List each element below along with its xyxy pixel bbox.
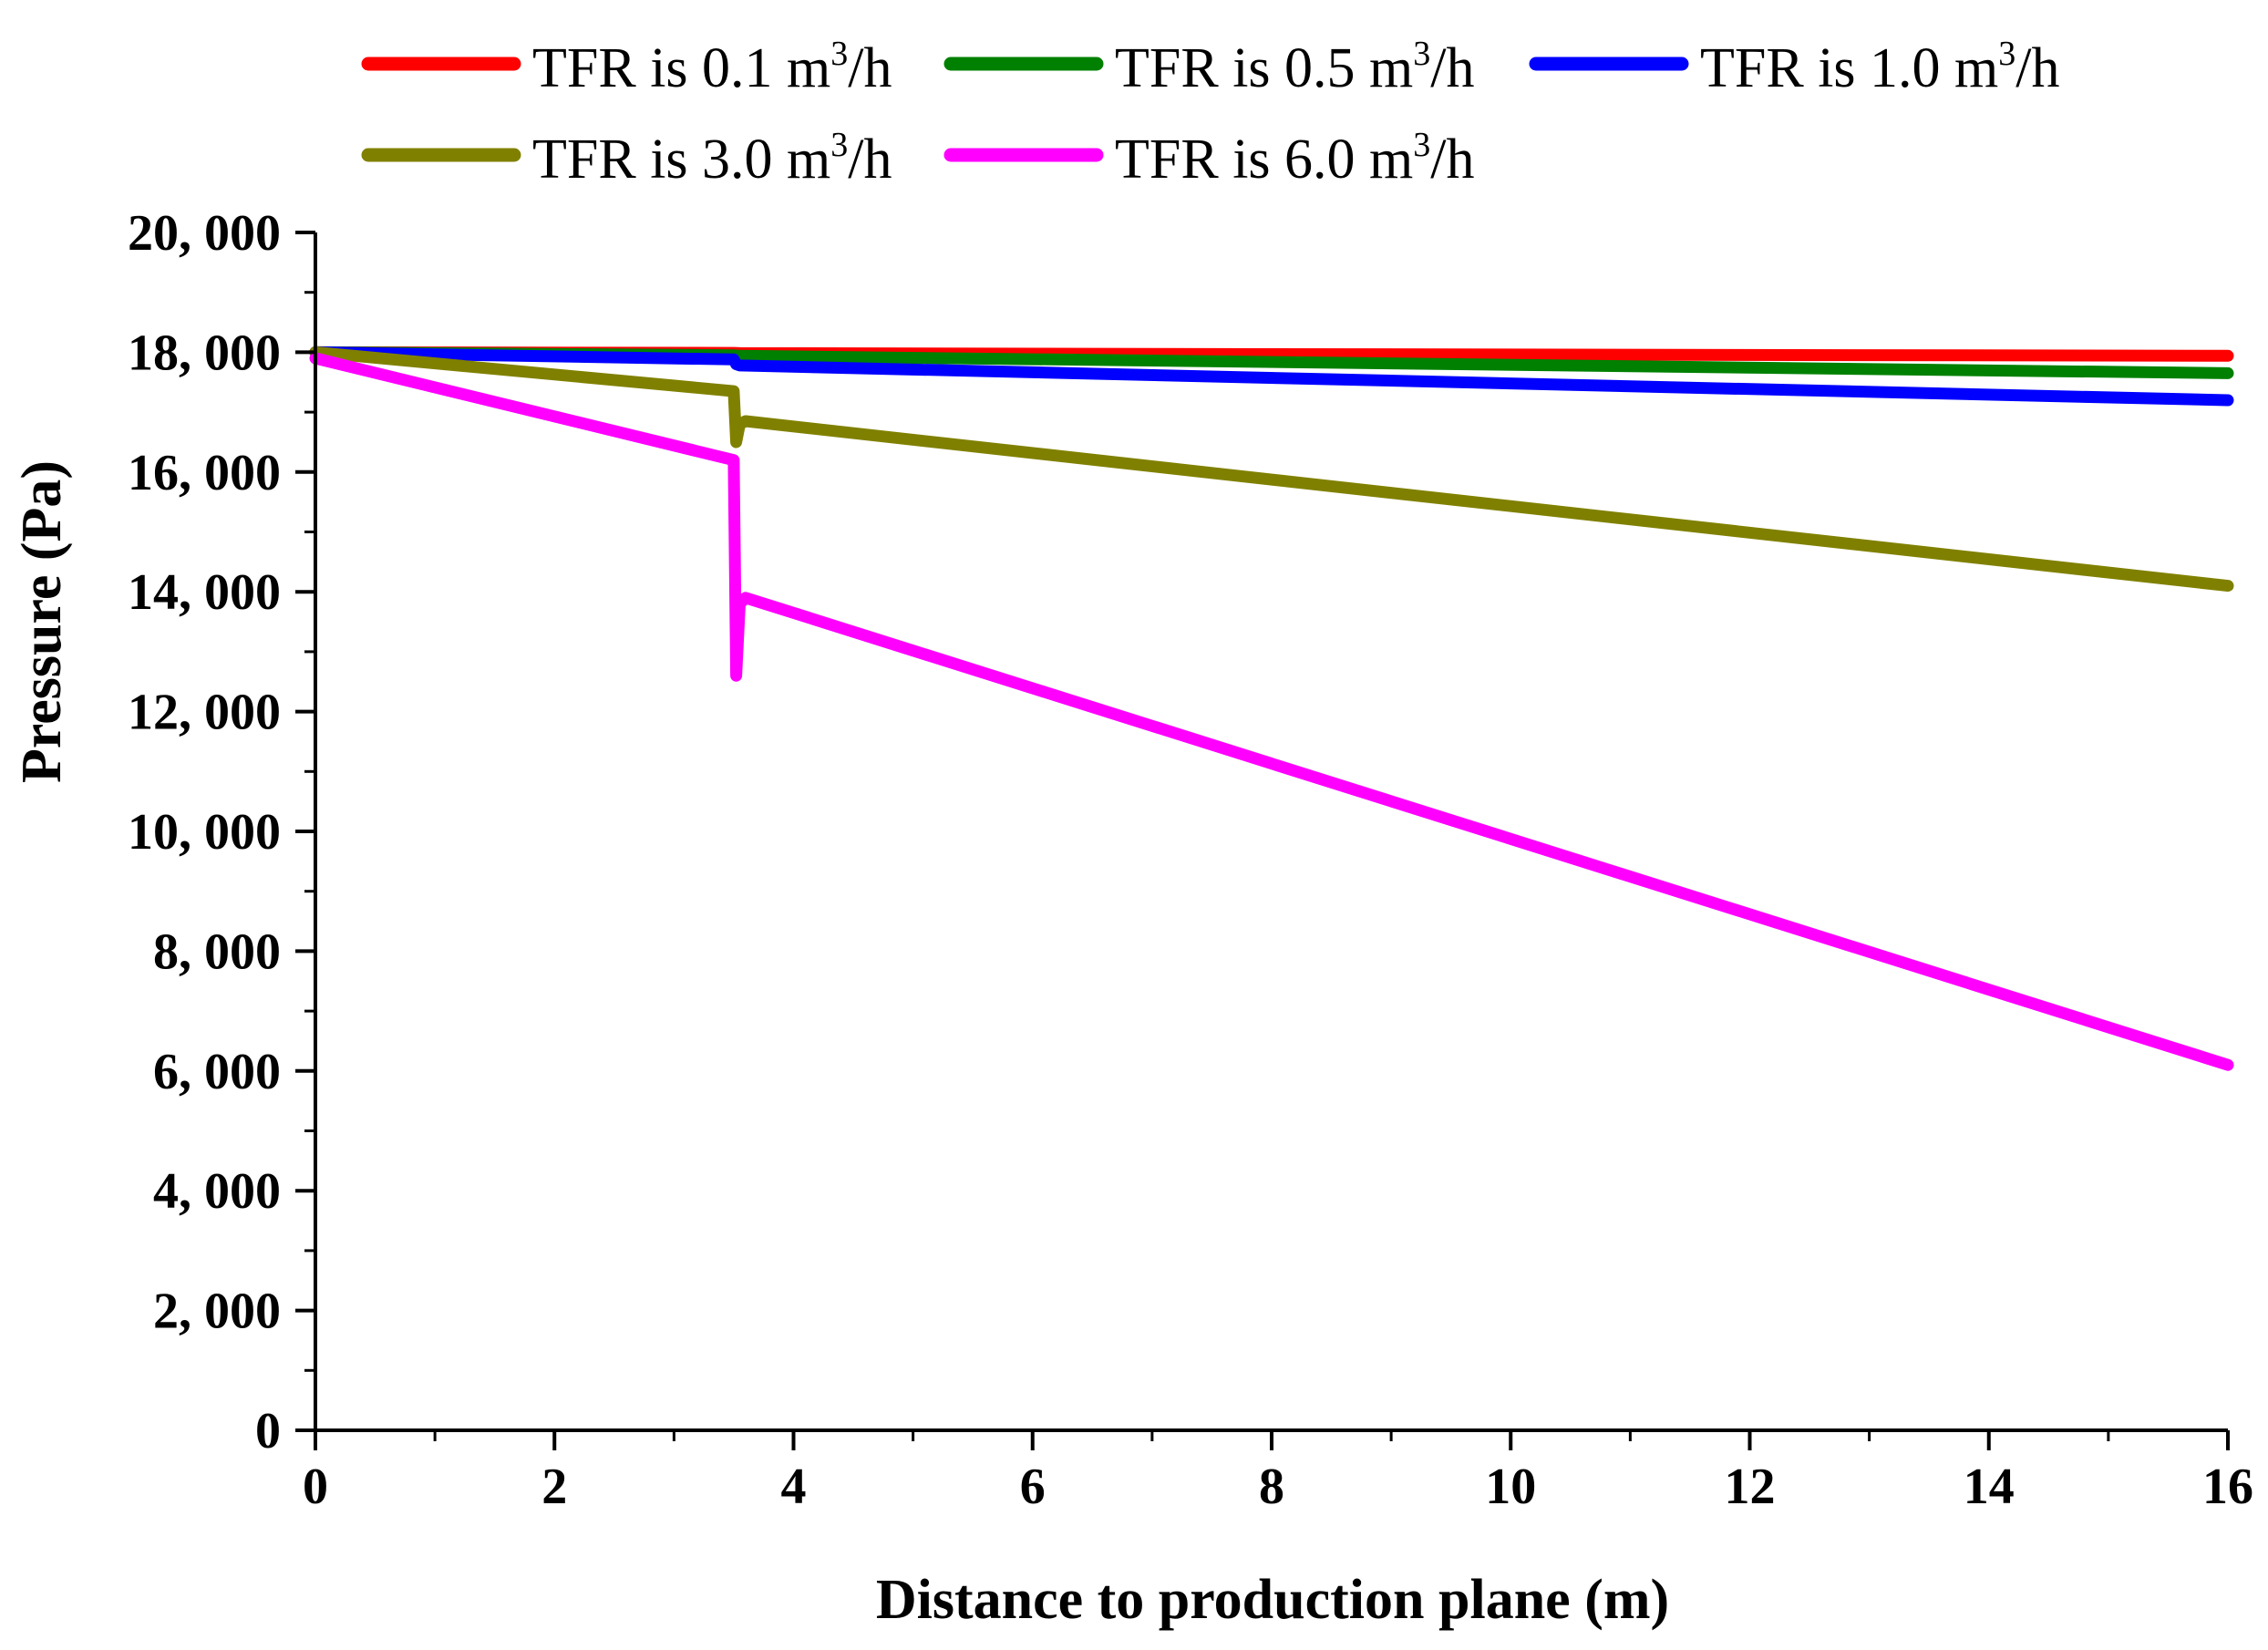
y-tick-label: 18, 000 (128, 325, 281, 381)
y-tick-label: 0 (255, 1403, 281, 1459)
axes: 0 2 4 6 8 10 12 14 16 0 2, 000 4, 000 6, 000 8, 000 10… (128, 205, 2253, 1515)
legend-label-2: TFR is 0.5 m3/h (1115, 35, 1475, 99)
x-tick-label: 8 (1259, 1459, 1284, 1515)
x-tick-label: 10 (1485, 1459, 1536, 1515)
legend-label-5: TFR is 6.0 m3/h (1115, 126, 1475, 191)
x-tick-label: 0 (303, 1459, 328, 1515)
x-axis-title: Distance to production plane (m) (876, 1569, 1669, 1631)
x-tick-label: 2 (541, 1459, 567, 1515)
x-tick-label: 14 (1964, 1459, 2015, 1515)
y-tick-label: 12, 000 (128, 685, 281, 741)
legend: TFR is 0.1 m3/h TFR is 0.5 m3/h TFR is 1.0… (361, 35, 2060, 191)
x-tick-label: 4 (781, 1459, 807, 1515)
series-line-5 (309, 352, 2234, 1071)
y-tick-label: 20, 000 (128, 205, 281, 262)
y-tick-label: 2, 000 (153, 1284, 281, 1340)
y-tick-label: 4, 000 (153, 1163, 281, 1220)
series-line-3 (309, 345, 2234, 407)
x-tick-label: 12 (1725, 1459, 1776, 1515)
y-tick-label: 10, 000 (128, 804, 281, 861)
y-axis-title: Pressure (Pa) (11, 460, 73, 783)
x-tick-label: 16 (2202, 1459, 2253, 1515)
y-tick-label: 6, 000 (153, 1044, 281, 1100)
y-tick-label: 8, 000 (153, 923, 281, 980)
series-line-4 (309, 345, 2234, 593)
legend-label-3: TFR is 1.0 m3/h (1700, 35, 2060, 99)
y-tick-label: 14, 000 (128, 564, 281, 621)
plot-area (309, 345, 2234, 1071)
legend-label-4: TFR is 3.0 m3/h (532, 126, 892, 191)
y-tick-label: 16, 000 (128, 445, 281, 501)
legend-label-1: TFR is 0.1 m3/h (532, 35, 892, 99)
x-tick-label: 6 (1020, 1459, 1046, 1515)
